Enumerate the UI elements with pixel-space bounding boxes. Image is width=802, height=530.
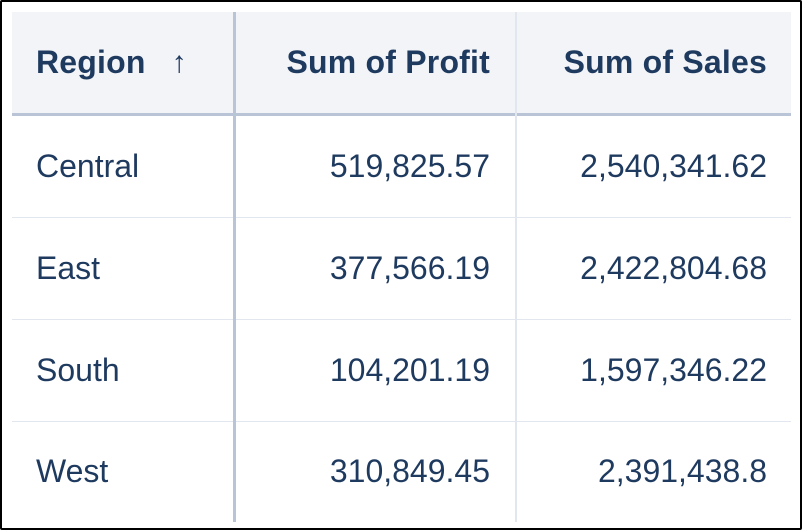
region-cell: West xyxy=(36,453,109,489)
column-header-label: Sum of Sales xyxy=(563,44,767,80)
column-header-sum-of-sales[interactable]: Sum of Sales xyxy=(517,12,791,113)
sales-cell: 2,391,438.8 xyxy=(597,453,767,489)
column-header-sum-of-profit[interactable]: Sum of Profit xyxy=(236,12,515,113)
table-header: Region ↑ Sum of Profit Sum of Sales xyxy=(12,12,791,116)
sales-cell: 2,540,341.62 xyxy=(580,148,767,184)
table-row: Central 519,825.57 2,540,341.62 xyxy=(12,116,791,219)
sales-cell: 2,422,804.68 xyxy=(580,250,767,286)
region-cell: East xyxy=(36,250,101,286)
profit-cell: 377,566.19 xyxy=(329,250,490,286)
region-cell: South xyxy=(36,352,120,388)
sales-cell: 1,597,346.22 xyxy=(580,352,767,388)
column-header-region[interactable]: Region ↑ xyxy=(12,12,233,113)
table-row: East 377,566.19 2,422,804.68 xyxy=(12,218,791,321)
column-divider[interactable] xyxy=(515,12,517,522)
column-header-label: Region xyxy=(36,44,146,80)
table-row: West 310,849.45 2,391,438.8 xyxy=(12,422,791,521)
profit-cell: 519,825.57 xyxy=(329,148,490,184)
profit-cell: 104,201.19 xyxy=(329,352,490,388)
column-header-label: Sum of Profit xyxy=(286,44,490,80)
profit-cell: 310,849.45 xyxy=(329,453,490,489)
sort-ascending-arrow-icon[interactable]: ↑ xyxy=(171,45,187,79)
data-table: Region ↑ Sum of Profit Sum of Sales Cent… xyxy=(12,12,791,522)
frozen-column-divider[interactable] xyxy=(233,12,236,522)
region-cell: Central xyxy=(36,148,140,184)
table-row: South 104,201.19 1,597,346.22 xyxy=(12,320,791,423)
